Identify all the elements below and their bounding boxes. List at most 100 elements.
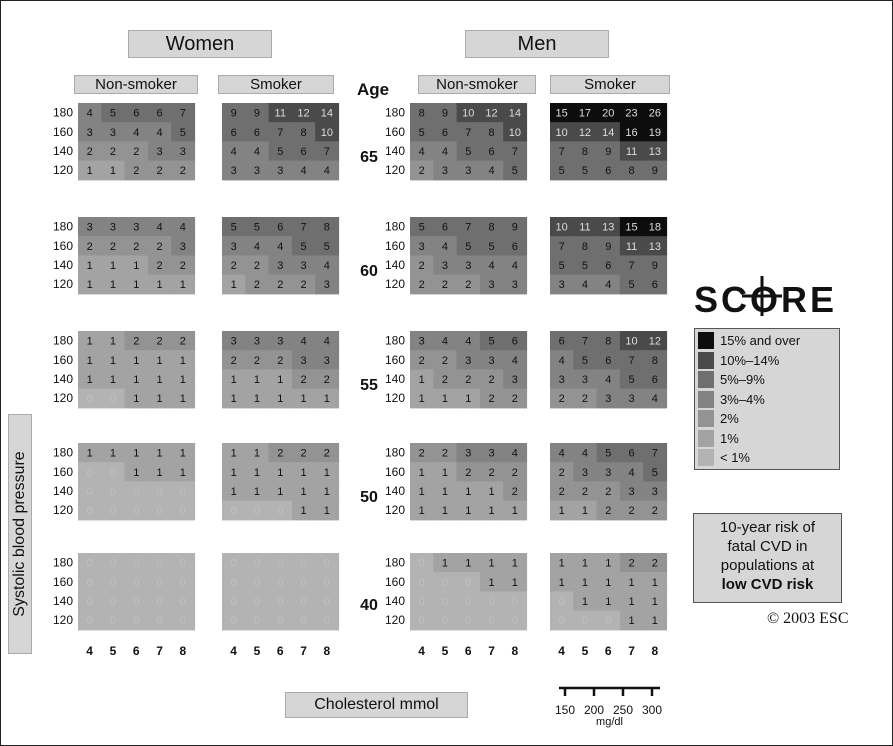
sbp-tick-label: 160 bbox=[53, 125, 73, 139]
cell-value-label: 0 bbox=[180, 558, 186, 570]
cell-value-label: 0 bbox=[87, 596, 93, 608]
sbp-tick-label: 120 bbox=[385, 391, 405, 405]
heatmap-cell bbox=[222, 236, 246, 256]
heatmap-cell bbox=[101, 122, 126, 142]
cell-value-label: 2 bbox=[605, 505, 611, 517]
sbp-tick-label: 140 bbox=[53, 144, 73, 158]
heatmap-cell bbox=[78, 350, 102, 370]
cell-value-label: 2 bbox=[559, 393, 565, 405]
cell-value-label: 1 bbox=[419, 467, 425, 479]
cell-value-label: 3 bbox=[512, 374, 518, 386]
heatmap-cell bbox=[410, 236, 434, 256]
heatmap-cell bbox=[643, 591, 668, 612]
heatmap-cell bbox=[550, 443, 574, 463]
cell-value-label: 0 bbox=[110, 393, 116, 405]
cell-value-label: 1 bbox=[110, 165, 116, 177]
cell-value-label: 0 bbox=[133, 615, 139, 627]
women-non-smoker-header: Non-smoker bbox=[74, 75, 198, 94]
cell-value-label: 4 bbox=[419, 146, 425, 158]
cell-value-label: 4 bbox=[488, 260, 494, 272]
heatmap-cell bbox=[433, 122, 458, 142]
y-axis-label: Systolic blood pressure bbox=[8, 414, 32, 654]
cell-value-label: 3 bbox=[277, 336, 283, 348]
heatmap-cell bbox=[245, 572, 270, 592]
cell-value-label: 0 bbox=[110, 615, 116, 627]
heatmap-cell bbox=[433, 591, 458, 612]
cell-value-label: 0 bbox=[133, 596, 139, 608]
cell-value-label: 0 bbox=[87, 615, 93, 627]
cell-value-label: 6 bbox=[300, 146, 306, 158]
cell-value-label: 3 bbox=[465, 165, 471, 177]
heatmap-cell bbox=[291, 369, 316, 390]
heatmap-cell bbox=[550, 103, 574, 123]
heatmap-cell bbox=[124, 610, 149, 631]
cell-value-label: 4 bbox=[628, 467, 634, 479]
heatmap-cell bbox=[315, 141, 340, 162]
heatmap-cell bbox=[124, 331, 149, 351]
cell-value-label: 9 bbox=[605, 241, 611, 253]
heatmap-cell bbox=[245, 103, 270, 123]
cell-value-label: 1 bbox=[231, 393, 237, 405]
legend-label: 3%–4% bbox=[720, 391, 765, 407]
heatmap-cell bbox=[268, 236, 293, 256]
score-logo-letter: C bbox=[721, 279, 751, 320]
sbp-tick-label: 160 bbox=[53, 239, 73, 253]
cell-value-label: 1 bbox=[133, 467, 139, 479]
men-smoker-header: Smoker bbox=[550, 75, 670, 94]
heatmap-cell bbox=[222, 217, 246, 237]
heatmap-cell bbox=[596, 591, 621, 612]
cell-value-label: 5 bbox=[465, 146, 471, 158]
cell-value-label: 26 bbox=[649, 108, 661, 120]
cell-value-label: 1 bbox=[231, 374, 237, 386]
cell-value-label: 7 bbox=[582, 336, 588, 348]
cell-value-label: 1 bbox=[110, 355, 116, 367]
cell-value-label: 1 bbox=[87, 279, 93, 291]
heatmap-cell bbox=[101, 443, 126, 463]
note-line-1: 10-year risk of bbox=[719, 519, 816, 536]
heatmap-cell bbox=[222, 103, 246, 123]
cell-value-label: 5 bbox=[559, 165, 565, 177]
heatmap-cell bbox=[245, 369, 270, 390]
cell-value-label: 1 bbox=[652, 596, 658, 608]
heatmap-cell bbox=[268, 462, 293, 482]
cell-value-label: 0 bbox=[133, 505, 139, 517]
legend-item: 1% bbox=[698, 429, 836, 449]
heatmap-cell bbox=[315, 462, 340, 482]
cell-value-label: 0 bbox=[442, 577, 448, 589]
heatmap-cell bbox=[573, 160, 598, 181]
heatmap-cell bbox=[171, 462, 196, 482]
heatmap-cell bbox=[101, 500, 126, 521]
heatmap-cell bbox=[124, 591, 149, 612]
cell-value-label: 0 bbox=[231, 615, 237, 627]
cell-value-label: 9 bbox=[605, 146, 611, 158]
heatmap-cell bbox=[456, 388, 481, 409]
cell-value-label: 0 bbox=[156, 558, 162, 570]
cell-value-label: 4 bbox=[652, 393, 658, 405]
cell-value-label: 1 bbox=[156, 393, 162, 405]
cell-value-label: 0 bbox=[87, 505, 93, 517]
cell-value-label: 1 bbox=[254, 448, 260, 460]
heatmap-cell bbox=[479, 462, 504, 482]
cell-value-label: 1 bbox=[87, 448, 93, 460]
heatmap-cell bbox=[268, 160, 293, 181]
heatmap-cell bbox=[503, 236, 528, 256]
heatmap-cell bbox=[222, 443, 246, 463]
heatmap-cell bbox=[268, 610, 293, 631]
heatmap-cell bbox=[479, 160, 504, 181]
cell-value-label: 3 bbox=[465, 260, 471, 272]
cell-value-label: 5 bbox=[582, 260, 588, 272]
cell-value-label: 0 bbox=[87, 558, 93, 570]
cell-value-label: 6 bbox=[156, 108, 162, 120]
cell-value-label: 0 bbox=[465, 596, 471, 608]
cell-value-label: 6 bbox=[512, 241, 518, 253]
cell-value-label: 1 bbox=[231, 486, 237, 498]
cell-value-label: 1 bbox=[277, 374, 283, 386]
heatmap-cell bbox=[124, 572, 149, 592]
heatmap-cell bbox=[573, 217, 598, 237]
cell-value-label: 7 bbox=[628, 355, 634, 367]
heatmap-cell bbox=[124, 160, 149, 181]
heatmap-cell bbox=[456, 610, 481, 631]
heatmap-cell bbox=[124, 236, 149, 256]
cell-value-label: 1 bbox=[512, 505, 518, 517]
heatmap-cell bbox=[147, 591, 172, 612]
